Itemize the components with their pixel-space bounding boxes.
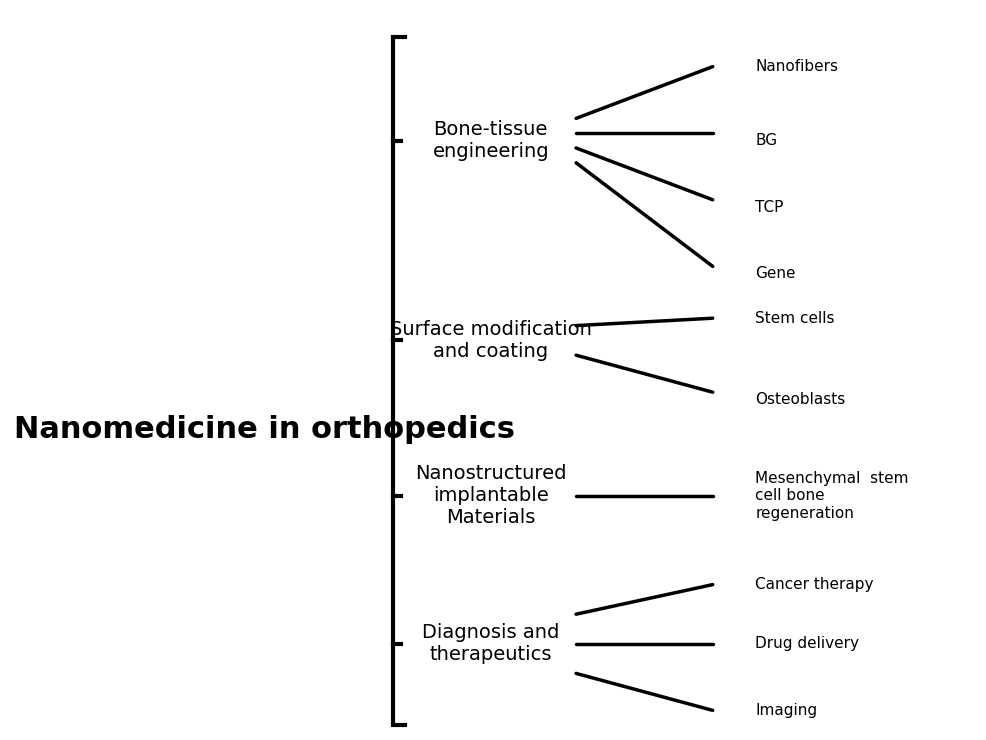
Text: Stem cells: Stem cells (755, 311, 835, 326)
Text: Gene: Gene (755, 266, 796, 281)
Text: Cancer therapy: Cancer therapy (755, 577, 874, 592)
Text: Nanomedicine in orthopedics: Nanomedicine in orthopedics (14, 414, 515, 444)
Text: Drug delivery: Drug delivery (755, 636, 860, 651)
Text: TCP: TCP (755, 200, 784, 215)
Text: Osteoblasts: Osteoblasts (755, 392, 846, 407)
Text: Surface modification
and coating: Surface modification and coating (389, 320, 592, 361)
Text: Diagnosis and
therapeutics: Diagnosis and therapeutics (422, 623, 559, 665)
Text: BG: BG (755, 133, 778, 148)
Text: Imaging: Imaging (755, 703, 817, 718)
Text: Nanostructured
implantable
Materials: Nanostructured implantable Materials (415, 464, 567, 528)
Text: Mesenchymal  stem
cell bone
regeneration: Mesenchymal stem cell bone regeneration (755, 471, 909, 521)
Text: Bone-tissue
engineering: Bone-tissue engineering (433, 120, 549, 161)
Text: Nanofibers: Nanofibers (755, 59, 838, 74)
